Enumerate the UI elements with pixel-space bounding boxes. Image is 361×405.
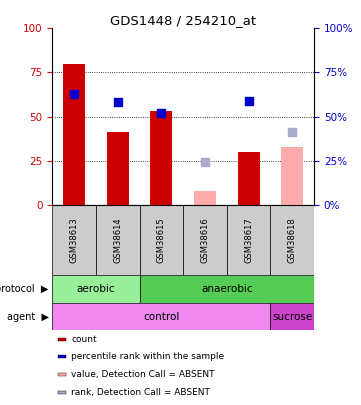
Bar — [107, 132, 129, 205]
Bar — [270, 205, 314, 275]
Text: sucrose: sucrose — [272, 311, 312, 322]
Text: GSM38613: GSM38613 — [70, 217, 79, 263]
Text: protocol  ▶: protocol ▶ — [0, 284, 49, 294]
Text: GSM38618: GSM38618 — [288, 217, 297, 263]
Bar — [270, 303, 314, 330]
Bar — [52, 205, 96, 275]
Bar — [227, 205, 270, 275]
Text: rank, Detection Call = ABSENT: rank, Detection Call = ABSENT — [71, 388, 210, 396]
Bar — [52, 275, 140, 303]
Text: GSM38614: GSM38614 — [113, 217, 122, 263]
Point — [115, 99, 121, 106]
Bar — [57, 373, 66, 376]
Text: GSM38616: GSM38616 — [200, 217, 209, 263]
Text: aerobic: aerobic — [77, 284, 115, 294]
Point — [71, 90, 77, 97]
Point — [158, 110, 164, 116]
Bar — [238, 152, 260, 205]
Text: value, Detection Call = ABSENT: value, Detection Call = ABSENT — [71, 370, 214, 379]
Text: anaerobic: anaerobic — [201, 284, 253, 294]
Bar — [140, 205, 183, 275]
Text: count: count — [71, 335, 97, 344]
Bar — [96, 205, 140, 275]
Bar — [151, 111, 172, 205]
Text: control: control — [143, 311, 179, 322]
Point — [246, 98, 252, 104]
Bar — [140, 275, 314, 303]
Point — [290, 129, 295, 136]
Point — [202, 159, 208, 166]
Title: GDS1448 / 254210_at: GDS1448 / 254210_at — [110, 14, 256, 27]
Bar — [57, 355, 66, 358]
Text: agent  ▶: agent ▶ — [7, 311, 49, 322]
Text: GSM38615: GSM38615 — [157, 217, 166, 263]
Bar — [183, 205, 227, 275]
Text: GSM38617: GSM38617 — [244, 217, 253, 263]
Bar — [57, 338, 66, 341]
Bar — [281, 147, 303, 205]
Bar — [52, 303, 270, 330]
Bar — [57, 390, 66, 394]
Text: percentile rank within the sample: percentile rank within the sample — [71, 352, 224, 361]
Bar — [194, 191, 216, 205]
Bar — [63, 64, 85, 205]
